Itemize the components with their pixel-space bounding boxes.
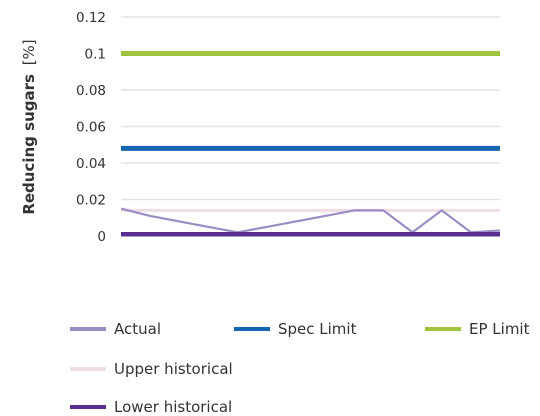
legend-label: EP Limit	[469, 320, 530, 338]
legend-label: Upper historical	[114, 360, 233, 378]
y-axis-label-unit: [%]	[20, 39, 38, 65]
y-tick-label: 0.08	[76, 83, 106, 99]
y-axis-ticks: 0.12 0.1 0.08 0.06 0.04 0.02 0	[76, 10, 106, 245]
y-tick-label: 0.02	[76, 193, 106, 209]
legend-label: Actual	[114, 320, 161, 338]
series-line-actual	[120, 207, 501, 234]
legend: Actual Spec Limit EP Limit Upper historical…	[70, 320, 530, 416]
legend-label: Lower historical	[114, 398, 232, 416]
legend-label: Spec Limit	[278, 320, 357, 338]
y-tick-label: 0.04	[76, 156, 106, 172]
y-tick-label: 0	[97, 229, 106, 245]
y-axis-label: Reducing sugars [%]	[20, 39, 38, 214]
y-tick-label: 0.1	[85, 47, 106, 63]
y-axis-label-text: Reducing sugars	[20, 74, 38, 215]
series-lines	[120, 51, 501, 237]
y-tick-label: 0.06	[76, 120, 106, 136]
gridlines	[121, 16, 500, 201]
y-tick-label: 0.12	[76, 10, 106, 26]
